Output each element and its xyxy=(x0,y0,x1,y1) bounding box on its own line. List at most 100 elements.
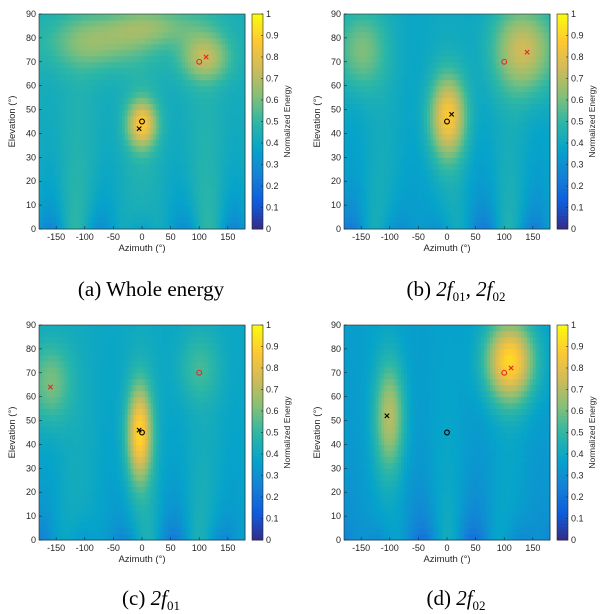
heatmap-cell xyxy=(62,80,65,86)
heatmap-cell xyxy=(358,169,361,175)
heatmap-cell xyxy=(219,169,222,175)
heatmap-cell xyxy=(367,38,370,44)
heatmap-cell xyxy=(122,163,125,169)
heatmap-cell xyxy=(421,50,424,56)
heatmap-cell xyxy=(496,205,499,211)
heatmap-cell xyxy=(487,98,490,104)
heatmap-cell xyxy=(62,217,65,223)
heatmap-cell xyxy=(48,181,51,187)
heatmap-cell xyxy=(151,122,154,128)
heatmap-cell xyxy=(153,20,156,26)
heatmap-cell xyxy=(68,56,71,62)
heatmap-cell xyxy=(413,205,416,211)
heatmap-cell xyxy=(358,20,361,26)
heatmap-cell xyxy=(350,157,353,163)
heatmap-cell xyxy=(239,80,242,86)
heatmap-cell xyxy=(162,133,165,139)
heatmap-cell xyxy=(381,110,384,116)
heatmap-cell xyxy=(196,20,199,26)
heatmap-cell xyxy=(73,163,76,169)
heatmap-cell xyxy=(410,68,413,74)
heatmap-cell xyxy=(344,44,347,50)
heatmap-cell xyxy=(151,175,154,181)
heatmap-cell xyxy=(56,98,59,104)
heatmap-cell xyxy=(145,80,148,86)
heatmap-cell xyxy=(373,205,376,211)
heatmap-cell xyxy=(390,26,393,32)
heatmap-cell xyxy=(413,163,416,169)
colorbar-a: 00.10.20.30.40.50.60.70.80.91Normalized … xyxy=(252,9,292,234)
heatmap-cell xyxy=(85,145,88,151)
heatmap-cell xyxy=(484,193,487,199)
heatmap-cell xyxy=(393,217,396,223)
heatmap-cell xyxy=(99,157,102,163)
heatmap-cell xyxy=(353,80,356,86)
heatmap-cell xyxy=(513,62,516,68)
heatmap-cell xyxy=(487,86,490,92)
heatmap-cell xyxy=(148,14,151,20)
heatmap-cell xyxy=(228,145,231,151)
heatmap-cell xyxy=(91,74,94,80)
heatmap-cell xyxy=(85,98,88,104)
heatmap-cell xyxy=(185,181,188,187)
heatmap-cell xyxy=(350,14,353,20)
heatmap-cell xyxy=(53,74,56,80)
heatmap-cell xyxy=(239,187,242,193)
heatmap-cell xyxy=(145,187,148,193)
heatmap-cell xyxy=(458,56,461,62)
heatmap-cell xyxy=(102,133,105,139)
heatmap-cell xyxy=(56,80,59,86)
heatmap-cell xyxy=(119,139,122,145)
heatmap-cell xyxy=(467,122,470,128)
heatmap-cell xyxy=(373,217,376,223)
heatmap-cell xyxy=(185,32,188,38)
heatmap-cell xyxy=(82,163,85,169)
heatmap-cell xyxy=(59,56,62,62)
heatmap-cell xyxy=(50,38,53,44)
heatmap-cell xyxy=(481,205,484,211)
heatmap-cell xyxy=(171,205,174,211)
heatmap-cell xyxy=(430,199,433,205)
heatmap-cell xyxy=(524,223,527,229)
heatmap-cell xyxy=(501,217,504,223)
heatmap-cell xyxy=(424,62,427,68)
heatmap-cell xyxy=(416,14,419,20)
heatmap-cell xyxy=(113,199,116,205)
heatmap-cell xyxy=(456,217,459,223)
heatmap-cell xyxy=(430,163,433,169)
heatmap-cell xyxy=(228,38,231,44)
heatmap-cell xyxy=(113,14,116,20)
heatmap-cell xyxy=(159,145,162,151)
heatmap-cell xyxy=(481,163,484,169)
heatmap-cell xyxy=(239,127,242,133)
heatmap-cell xyxy=(139,205,142,211)
heatmap-cell xyxy=(70,98,73,104)
heatmap-cell xyxy=(179,127,182,133)
heatmap-cell xyxy=(50,217,53,223)
heatmap-cell xyxy=(493,193,496,199)
heatmap-cell xyxy=(162,32,165,38)
heatmap-cell xyxy=(128,104,131,110)
heatmap-cell xyxy=(39,92,42,98)
heatmap-cell xyxy=(53,14,56,20)
heatmap-cell xyxy=(521,145,524,151)
heatmap-cell xyxy=(436,133,439,139)
heatmap-cell xyxy=(50,116,53,122)
heatmap-cell xyxy=(499,193,502,199)
heatmap-cell xyxy=(499,104,502,110)
heatmap-cell xyxy=(214,122,217,128)
heatmap-cell xyxy=(59,50,62,56)
heatmap-cell xyxy=(171,193,174,199)
heatmap-cell xyxy=(484,151,487,157)
heatmap-cell xyxy=(407,50,410,56)
heatmap-cell xyxy=(214,32,217,38)
heatmap-cell xyxy=(481,181,484,187)
heatmap-cell xyxy=(102,110,105,116)
heatmap-cell xyxy=(76,217,79,223)
heatmap-cell xyxy=(424,20,427,26)
heatmap-cell xyxy=(56,169,59,175)
heatmap-cell xyxy=(424,38,427,44)
heatmap-cell xyxy=(499,217,502,223)
heatmap-cell xyxy=(179,104,182,110)
heatmap-cell xyxy=(453,44,456,50)
